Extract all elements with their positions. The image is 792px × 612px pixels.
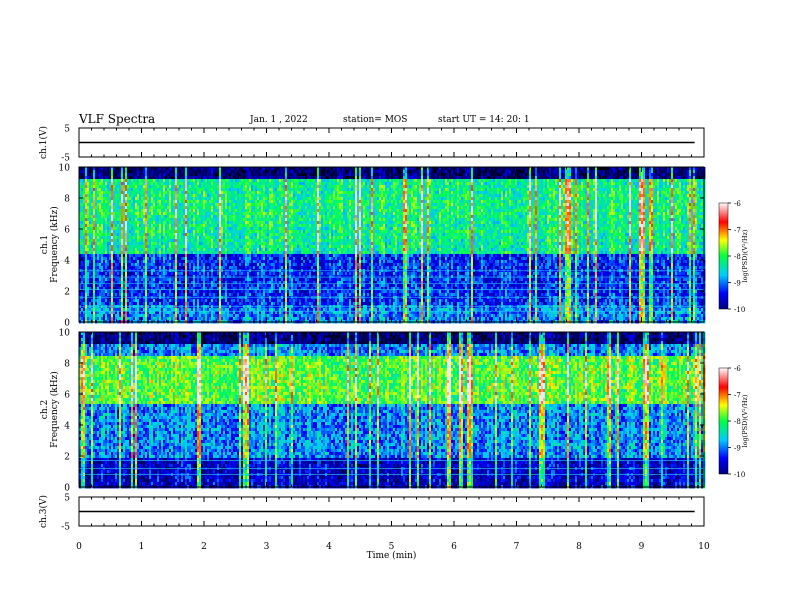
colorbar-tick-label: -10 xyxy=(734,471,745,479)
y-tick-label: 2 xyxy=(64,288,70,298)
colorbar-tick-label: -9 xyxy=(734,280,741,288)
colorbar-tick-label: -7 xyxy=(734,392,741,400)
colorbar-tick-label: -10 xyxy=(734,306,745,314)
colorbar-1 xyxy=(718,202,729,310)
y-axis-label-channel: ch.1 xyxy=(40,235,50,254)
y-tick-label: 2 xyxy=(64,453,70,463)
x-tick-label: 2 xyxy=(201,542,207,552)
y-axis-label: Frequency (kHz) xyxy=(49,206,60,283)
spectrogram-1 xyxy=(79,167,706,324)
colorbar-2 xyxy=(718,367,729,475)
x-tick-label: 7 xyxy=(514,542,520,552)
x-tick-label: 4 xyxy=(326,542,332,552)
colorbar-tick-label: -6 xyxy=(734,200,741,208)
x-tick-label: 0 xyxy=(76,542,82,552)
header-start-time: start UT = 14: 20: 1 xyxy=(438,115,530,125)
x-tick-label: 5 xyxy=(389,542,395,552)
chart-title: VLF Spectra xyxy=(79,112,155,126)
y-axis-label: ch.3(V) xyxy=(38,495,49,528)
colorbar-tick-label: -8 xyxy=(734,418,741,426)
y-tick-label: -5 xyxy=(61,154,70,164)
x-tick-label: 6 xyxy=(451,542,457,552)
y-tick-label: 10 xyxy=(59,164,71,174)
x-tick-label: 1 xyxy=(139,542,145,552)
y-tick-label: 4 xyxy=(64,422,70,432)
x-tick-label: 8 xyxy=(576,542,582,552)
colorbar-label: log(PSD)(V²/Hz) xyxy=(741,229,749,282)
y-tick-label: 5 xyxy=(64,494,70,504)
y-tick-label: 10 xyxy=(59,329,71,339)
x-axis-label: Time (min) xyxy=(367,550,417,561)
x-tick-label: 3 xyxy=(264,542,270,552)
spectrogram-2 xyxy=(79,332,706,489)
y-axis-label: ch.1(V) xyxy=(38,126,49,159)
y-tick-label: -5 xyxy=(61,523,70,533)
colorbar-label: log(PSD)(V²/Hz) xyxy=(741,394,749,447)
header-date: Jan. 1 , 2022 xyxy=(250,115,308,125)
y-tick-label: 6 xyxy=(64,391,70,401)
y-axis-label: Frequency (kHz) xyxy=(49,371,60,448)
y-tick-label: 0 xyxy=(64,319,70,329)
y-axis-label-channel: ch.2 xyxy=(40,400,50,419)
colorbar-tick-label: -7 xyxy=(734,227,741,235)
y-tick-label: 6 xyxy=(64,226,70,236)
y-tick-label: 5 xyxy=(64,125,70,135)
y-tick-label: 8 xyxy=(64,360,70,370)
colorbar-tick-label: -8 xyxy=(734,253,741,261)
y-tick-label: 0 xyxy=(64,484,70,494)
x-tick-label: 9 xyxy=(639,542,645,552)
y-tick-label: 4 xyxy=(64,257,70,267)
x-tick-label: 10 xyxy=(698,542,710,552)
colorbar-tick-label: -9 xyxy=(734,445,741,453)
colorbar-tick-label: -6 xyxy=(734,365,741,373)
y-tick-label: 8 xyxy=(64,195,70,205)
header-station: station= MOS xyxy=(343,115,407,125)
